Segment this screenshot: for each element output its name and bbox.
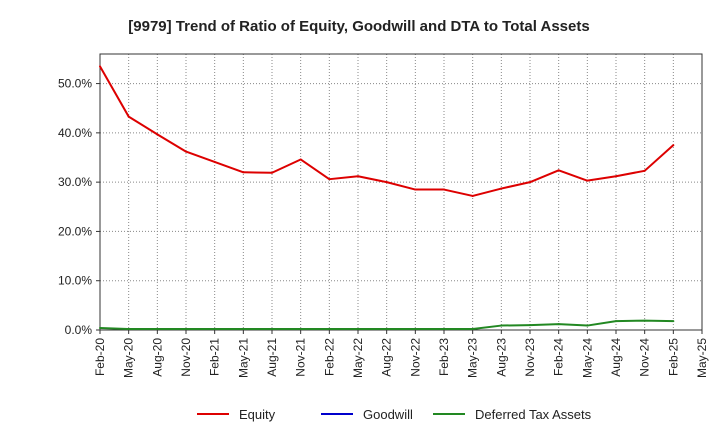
data-point — [299, 158, 302, 161]
x-tick-label: May-22 — [351, 338, 365, 378]
x-tick-label: Aug-21 — [265, 338, 279, 377]
x-tick-label: May-21 — [236, 338, 250, 378]
data-point — [586, 324, 589, 327]
data-point — [615, 320, 617, 323]
y-tick-label: 10.0% — [58, 274, 92, 288]
data-point — [127, 115, 130, 118]
x-tick-label: Feb-21 — [208, 338, 222, 376]
x-tick-label: Nov-22 — [408, 338, 422, 377]
x-tick-label: May-25 — [695, 338, 709, 378]
x-tick-label: Feb-25 — [666, 338, 680, 376]
data-point — [127, 328, 130, 331]
data-point — [213, 328, 216, 331]
data-point — [557, 169, 560, 172]
data-point — [443, 328, 445, 331]
x-tick-label: May-20 — [122, 338, 136, 378]
data-point — [471, 194, 474, 197]
plot-area — [99, 53, 703, 331]
series-line — [99, 65, 674, 197]
chart-title: [9979] Trend of Ratio of Equity, Goodwil… — [128, 18, 589, 35]
x-tick-label: Nov-20 — [179, 338, 193, 377]
data-point — [557, 323, 560, 326]
series-equity — [99, 65, 675, 197]
data-point — [500, 324, 503, 327]
x-tick-label: Aug-22 — [380, 338, 394, 377]
data-point — [185, 328, 187, 331]
data-point — [357, 175, 359, 178]
data-point — [242, 171, 245, 174]
x-tick-label: Aug-23 — [494, 338, 508, 377]
x-tick-label: Nov-24 — [638, 338, 652, 377]
y-tick-label: 30.0% — [58, 175, 92, 189]
data-point — [643, 319, 646, 322]
legend-label: Deferred Tax Assets — [475, 407, 592, 422]
data-point — [529, 181, 531, 184]
data-point — [185, 150, 187, 153]
data-point — [414, 188, 417, 191]
data-point — [672, 144, 675, 147]
data-point — [385, 181, 388, 184]
x-tick-label: Nov-23 — [523, 338, 537, 377]
data-point — [156, 133, 159, 136]
data-point — [299, 328, 302, 331]
x-tick-label: Aug-20 — [150, 338, 164, 377]
data-point — [242, 328, 245, 331]
y-tick-label: 20.0% — [58, 224, 92, 238]
data-point — [328, 178, 331, 181]
y-tick-label: 50.0% — [58, 77, 92, 91]
x-tick-label: May-23 — [466, 338, 480, 378]
data-point — [414, 328, 417, 331]
legend-item: Equity — [197, 407, 276, 422]
legend-item: Deferred Tax Assets — [433, 407, 592, 422]
legend: Equity Goodwill Deferred Tax Assets — [197, 407, 592, 422]
x-tick-label: Aug-24 — [609, 338, 623, 377]
data-point — [471, 328, 474, 331]
x-tick-label: Nov-21 — [294, 338, 308, 377]
y-tick-label: 40.0% — [58, 126, 92, 140]
data-point — [99, 65, 101, 68]
y-axis: 0.0% 10.0% 20.0% 30.0% 40.0% 50.0% — [58, 77, 100, 337]
data-point — [213, 160, 216, 163]
grid — [100, 54, 702, 330]
data-point — [385, 328, 388, 331]
data-point — [328, 328, 331, 331]
data-point — [271, 171, 273, 174]
series-layer — [99, 65, 675, 331]
data-point — [615, 175, 617, 178]
legend-label: Equity — [239, 407, 276, 422]
legend-label: Goodwill — [363, 407, 413, 422]
data-point — [357, 328, 359, 331]
x-tick-label: Feb-22 — [322, 338, 336, 376]
data-point — [500, 187, 503, 190]
data-point — [643, 169, 646, 172]
data-point — [271, 328, 273, 331]
x-tick-label: Feb-20 — [93, 338, 107, 376]
data-point — [443, 188, 445, 191]
data-point — [156, 328, 159, 331]
data-point — [529, 324, 531, 327]
x-tick-label: Feb-23 — [437, 338, 451, 376]
data-point — [99, 327, 101, 330]
legend-item: Goodwill — [321, 407, 413, 422]
y-tick-label: 0.0% — [65, 323, 93, 337]
data-point — [672, 320, 675, 323]
x-tick-label: May-24 — [580, 338, 594, 378]
x-axis: Feb-20 May-20 Aug-20 Nov-20 Feb-21 May-21 Aug-… — [93, 330, 709, 378]
data-point — [586, 179, 589, 182]
series-deferred-tax-assets — [99, 319, 675, 331]
x-tick-label: Feb-24 — [552, 338, 566, 376]
